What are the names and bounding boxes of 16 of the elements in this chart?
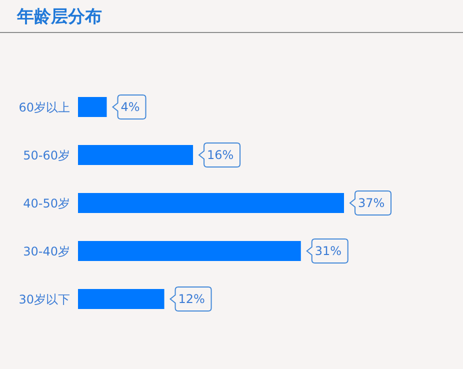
data-label: 12% <box>178 292 205 306</box>
chart-title: 年龄层分布 <box>17 6 102 28</box>
bar <box>78 193 344 213</box>
bar <box>78 145 194 165</box>
bar <box>78 289 164 309</box>
y-tick-label: 30-40岁 <box>23 244 70 258</box>
data-label: 16% <box>207 148 234 162</box>
data-label: 4% <box>120 100 140 114</box>
data-label: 37% <box>358 196 385 210</box>
y-tick-label: 30岁以下 <box>18 292 70 306</box>
y-tick-label: 40-50岁 <box>23 196 70 210</box>
data-label: 31% <box>314 244 342 258</box>
y-tick-label: 50-60岁 <box>23 148 70 162</box>
y-tick-label: 60岁以上 <box>18 100 70 114</box>
bar <box>78 241 301 261</box>
bar <box>78 97 107 117</box>
